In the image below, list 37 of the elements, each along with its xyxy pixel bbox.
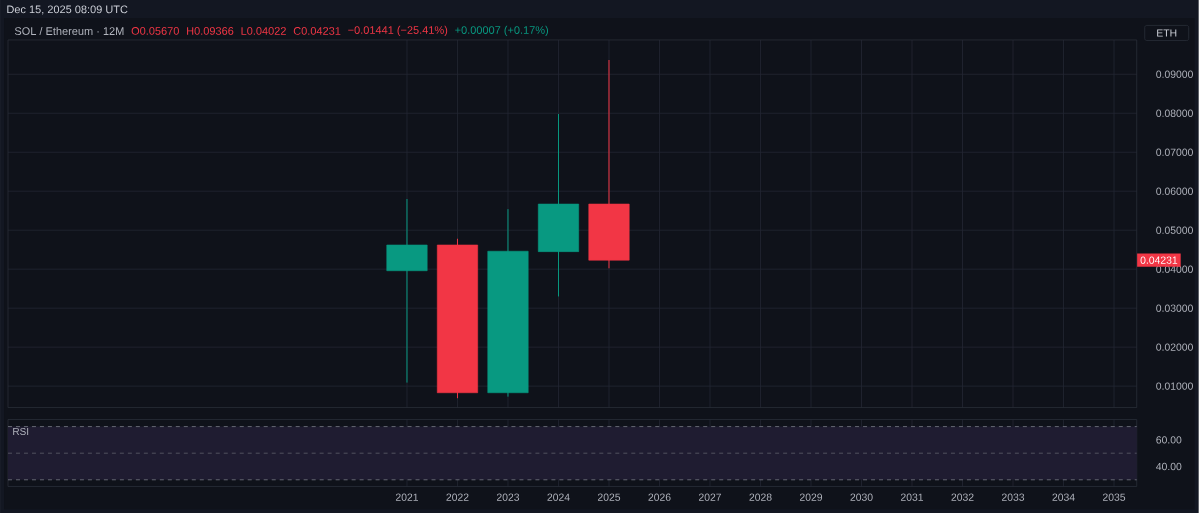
y-tick-label: 0.07000	[1156, 148, 1193, 156]
text: L0.04022	[241, 26, 286, 35]
x-tick-label: 2027	[698, 493, 722, 501]
x-tick-label: 2021	[395, 493, 419, 501]
text: C0.04231	[293, 26, 341, 35]
x-tick-label: 2032	[951, 493, 974, 501]
x-tick-label: 2031	[900, 493, 924, 501]
x-tick-label: 2035	[1103, 493, 1126, 501]
y-tick-label: 60.00	[1156, 436, 1182, 444]
y-tick-label: 0.08000	[1156, 109, 1193, 117]
x-tick-label: 2026	[648, 493, 671, 501]
x-tick-label: 2025	[597, 493, 621, 501]
x-tick-label: 2030	[850, 493, 873, 501]
y-tick-label: 0.02000	[1156, 343, 1193, 351]
y-tick-label: 0.09000	[1156, 70, 1193, 78]
x-tick-label: 2033	[1001, 493, 1025, 501]
x-tick-label: 2023	[496, 493, 520, 501]
x-tick-label: 2024	[547, 493, 570, 501]
y-tick-label: 0.03000	[1156, 304, 1193, 312]
x-tick-label: 2034	[1052, 493, 1075, 501]
text: +0.00007 (+0.17%)	[455, 25, 549, 36]
text: H0.09366	[187, 26, 234, 35]
x-tick-label: 2022	[446, 493, 469, 501]
text: O0.05670	[131, 26, 179, 35]
y-tick-label: 0.01000	[1156, 382, 1193, 390]
y-tick-label: 0.04000	[1156, 265, 1193, 273]
text: RSI	[13, 427, 29, 435]
chart-title: SOL / Ethereum · 12M	[14, 26, 124, 35]
x-tick-label: 2028	[749, 493, 772, 501]
text: −0.01441 (−25.41%)	[348, 25, 448, 36]
y-axis-title: ETH	[1157, 29, 1177, 37]
x-tick-label: 2029	[799, 493, 823, 501]
y-tick-label: 40.00	[1156, 462, 1182, 470]
y-tick-label: 0.06000	[1156, 187, 1193, 195]
y-tick-label: 0.05000	[1156, 226, 1193, 234]
annotation: 0.04231	[1140, 256, 1178, 264]
text: Dec 15, 2025 08:09 UTC	[7, 5, 128, 15]
